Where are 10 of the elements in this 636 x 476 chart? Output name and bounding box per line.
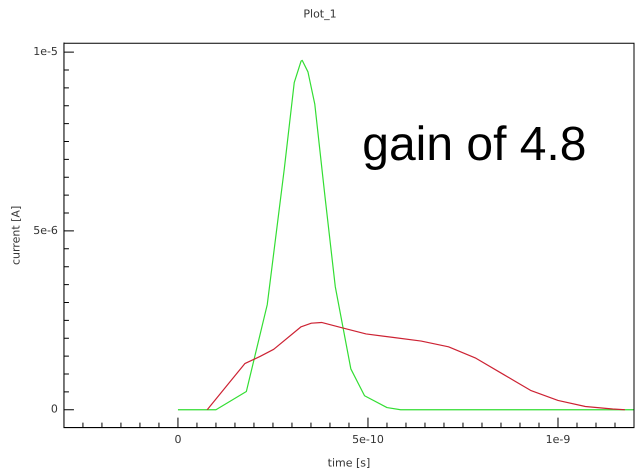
y-tick-label: 1e-5	[33, 45, 58, 58]
y-tick-label: 5e-6	[33, 224, 58, 237]
x-axis-title: time [s]	[328, 456, 370, 470]
x-tick-label: 0	[174, 433, 182, 446]
y-tick-label: 0	[50, 402, 58, 416]
x-tick-label: 5e-10	[352, 433, 384, 446]
y-axis-title: current [A]	[9, 206, 22, 266]
chart-title: Plot_1	[303, 7, 337, 20]
x-tick-label: 1e-9	[546, 433, 570, 446]
annotation: gain of 4.8	[362, 118, 586, 172]
